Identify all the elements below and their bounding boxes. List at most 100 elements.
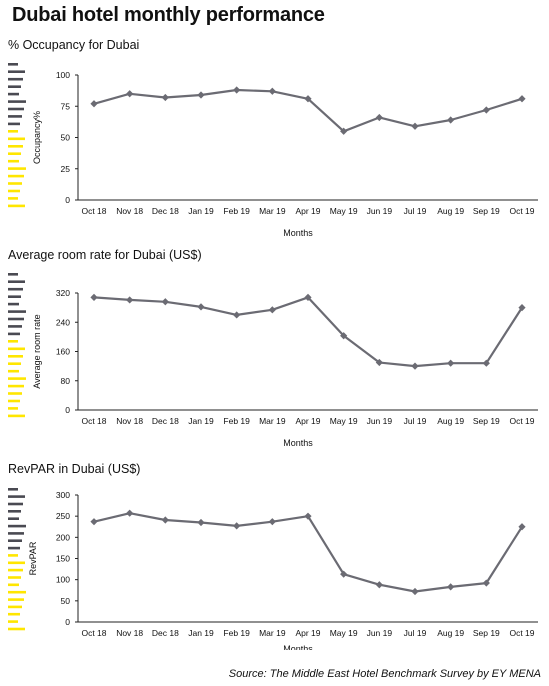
y-tick-label: 240 <box>56 317 70 327</box>
y-tick-label: 250 <box>56 511 70 521</box>
y-tick-label: 80 <box>61 376 71 386</box>
x-tick-label: Aug 19 <box>437 628 464 638</box>
x-tick-label: Dec 18 <box>152 628 179 638</box>
data-point <box>447 583 455 591</box>
x-tick-label: Jun 19 <box>367 628 393 638</box>
data-point <box>411 362 419 370</box>
decor-stripe <box>8 362 21 365</box>
decor-stripe <box>8 502 23 506</box>
decor-stripe <box>8 273 18 276</box>
data-point <box>233 522 241 530</box>
decor-stripe <box>8 377 26 380</box>
x-tick-label: Jan 19 <box>188 206 214 216</box>
decor-stripe <box>8 568 23 572</box>
y-tick-label: 50 <box>61 596 71 606</box>
x-tick-label: May 19 <box>330 416 358 426</box>
x-tick-label: Oct 19 <box>509 628 534 638</box>
x-tick-label: Feb 19 <box>223 628 250 638</box>
x-tick-label: Sep 19 <box>473 206 500 216</box>
decor-stripe <box>8 340 18 343</box>
decor-stripe <box>8 295 21 298</box>
decor-stripe <box>8 115 22 118</box>
revpar-chart: 0 50 100 150 200 250 300 Oct 18 Nov 18 Dec 18 Jan … <box>8 488 538 650</box>
decor-stripe <box>8 510 21 513</box>
data-point <box>340 570 348 578</box>
x-tick-label: Sep 19 <box>473 416 500 426</box>
data-point <box>482 106 490 114</box>
x-tick-label: Nov 18 <box>116 206 143 216</box>
x-tick-label: Oct 18 <box>81 416 106 426</box>
x-tick-label: Jun 19 <box>367 416 393 426</box>
y-tick-label: 75 <box>61 101 71 111</box>
source-note: Source: The Middle East Hotel Benchmark … <box>228 668 541 680</box>
x-tick-label: Feb 19 <box>223 416 250 426</box>
data-point <box>304 293 312 301</box>
data-point <box>447 359 455 367</box>
x-tick-label: Jun 19 <box>367 206 393 216</box>
x-tick-label: Apr 19 <box>295 416 320 426</box>
page-title: Dubai hotel monthly performance <box>12 4 325 26</box>
decor-stripe <box>8 407 18 410</box>
y-tick-label: 50 <box>61 133 71 143</box>
x-tick-label: Apr 19 <box>295 628 320 638</box>
x-tick-label: Nov 18 <box>116 628 143 638</box>
decor-stripe <box>8 576 21 579</box>
y-tick-label: 100 <box>56 575 70 585</box>
y-tick-label: 160 <box>56 347 70 357</box>
room-rate-chart: 0 80 160 240 320 Oct 18 Nov 18 Dec 18 Jan 19 Feb … <box>8 273 538 448</box>
decor-stripe <box>8 546 20 550</box>
decor-stripe <box>8 332 20 336</box>
data-point <box>126 509 134 517</box>
decor-stripe <box>8 583 19 587</box>
decor-stripe <box>8 554 18 557</box>
occupancy-chart: 0 25 50 75 100 Oct 18 Nov 18 Dec 18 Jan 19 Feb 19… <box>8 63 538 238</box>
decor-stripe <box>8 539 22 542</box>
decor-stripe <box>8 598 24 601</box>
data-point <box>518 304 526 312</box>
revpar-chart-title: RevPAR in Dubai (US$) <box>8 462 141 476</box>
x-tick-label: Feb 19 <box>223 206 250 216</box>
decor-stripe <box>8 561 25 565</box>
decor-stripe <box>8 204 25 208</box>
decor-stripe <box>8 145 23 148</box>
decor-stripe <box>8 495 25 498</box>
y-tick-label: 0 <box>65 195 70 205</box>
x-tick-label: Jul 19 <box>404 628 427 638</box>
decor-stripe <box>8 532 24 535</box>
data-point <box>161 298 169 306</box>
x-tick-label: Apr 19 <box>295 206 320 216</box>
decor-stripe <box>8 197 18 200</box>
decor-stripe <box>8 130 18 133</box>
decor-stripe <box>8 152 21 155</box>
y-tick-label: 0 <box>65 617 70 627</box>
y-tick-label: 0 <box>65 405 70 415</box>
decor-stripe <box>8 107 24 111</box>
data-point <box>518 523 526 531</box>
x-tick-label: Jul 19 <box>404 206 427 216</box>
x-axis-label: Months <box>283 438 313 448</box>
y-tick-label: 320 <box>56 288 70 298</box>
decor-stripe <box>8 182 22 185</box>
x-tick-label: Mar 19 <box>259 628 286 638</box>
x-tick-label: Oct 19 <box>509 416 534 426</box>
x-tick-label: Mar 19 <box>259 206 286 216</box>
data-point <box>126 296 134 304</box>
data-point <box>411 587 419 596</box>
data-point <box>90 518 98 526</box>
x-axis-label: Months <box>283 644 313 650</box>
decor-stripe <box>8 302 19 306</box>
decor-stripe <box>8 325 22 328</box>
data-point <box>268 306 276 314</box>
decor-stripe <box>8 174 24 178</box>
x-tick-label: Sep 19 <box>473 628 500 638</box>
decor-stripe <box>8 280 25 283</box>
data-point <box>126 90 134 98</box>
data-point <box>197 91 205 99</box>
decor-stripe <box>8 369 19 373</box>
decor-stripe <box>8 189 20 193</box>
data-point <box>197 518 205 527</box>
x-tick-label: Jan 19 <box>188 628 214 638</box>
decor-stripe <box>8 122 20 126</box>
data-point <box>375 113 383 122</box>
decor-stripe <box>8 414 25 418</box>
